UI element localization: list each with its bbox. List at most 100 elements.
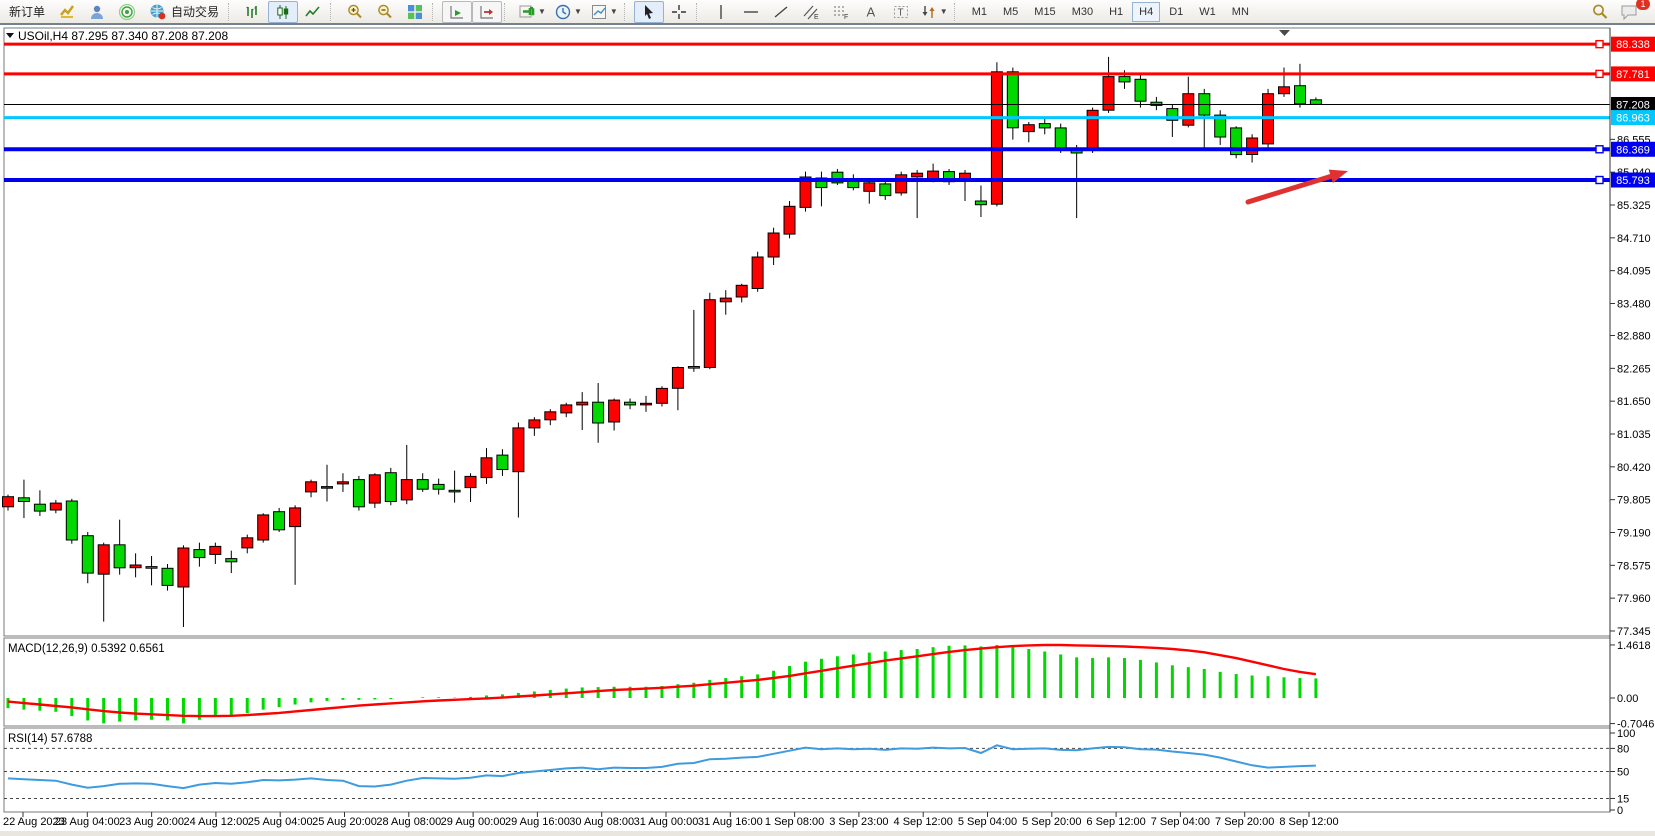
line-handle[interactable] bbox=[1595, 39, 1604, 49]
zoom-in-icon[interactable] bbox=[340, 1, 370, 23]
candle bbox=[49, 502, 62, 511]
candle bbox=[576, 401, 589, 406]
candle bbox=[687, 366, 700, 369]
candle bbox=[161, 567, 174, 586]
label-icon[interactable]: T bbox=[886, 1, 916, 23]
chart-title: USOil,H4 87.295 87.340 87.208 87.208 bbox=[18, 29, 228, 43]
candle bbox=[751, 256, 764, 289]
time-tick-label: 31 Aug 16:00 bbox=[698, 816, 763, 828]
cursor-icon[interactable] bbox=[633, 0, 664, 23]
bar-chart-icon[interactable] bbox=[238, 1, 268, 23]
candle bbox=[177, 547, 190, 588]
price-badge bbox=[1611, 110, 1655, 126]
timeframe-button-d1[interactable]: D1 bbox=[1169, 5, 1184, 18]
chart-menu-icon[interactable] bbox=[6, 33, 14, 38]
periods-button[interactable]: ▼ bbox=[550, 1, 586, 23]
candle bbox=[735, 284, 748, 298]
timeframe-button-w1[interactable]: W1 bbox=[1199, 5, 1216, 18]
candle bbox=[767, 232, 780, 258]
time-tick-label: 6 Sep 12:00 bbox=[1086, 816, 1145, 828]
price-badge bbox=[1611, 141, 1655, 157]
candle bbox=[1054, 127, 1067, 151]
price-tick-label: 82.265 bbox=[1617, 363, 1651, 375]
candle bbox=[368, 474, 381, 504]
price-axis[interactable]: 86.55585.94085.32584.71084.09583.48082.8… bbox=[1609, 28, 1655, 812]
charts-icon[interactable] bbox=[52, 1, 82, 23]
chat-button[interactable]: 1 bbox=[1615, 0, 1650, 23]
clock-icon bbox=[555, 4, 571, 19]
candle bbox=[97, 544, 110, 575]
auto-scroll-icon[interactable] bbox=[442, 0, 473, 23]
line-handle[interactable] bbox=[1595, 145, 1604, 154]
time-tick-label: 4 Sep 12:00 bbox=[894, 816, 953, 828]
candle bbox=[560, 404, 573, 414]
crosshair-icon[interactable] bbox=[664, 1, 694, 23]
vertical-line-icon[interactable] bbox=[706, 1, 736, 23]
zoom-out-icon[interactable] bbox=[370, 1, 400, 23]
rsi-line bbox=[7, 744, 1316, 790]
candlestick-icon[interactable] bbox=[268, 0, 299, 23]
fibonacci-icon[interactable]: F bbox=[826, 1, 856, 23]
candle bbox=[990, 71, 1003, 205]
line-handle[interactable] bbox=[1595, 69, 1604, 79]
time-tick-label: 30 Aug 08:00 bbox=[569, 816, 634, 828]
time-tick-label: 7 Sep 04:00 bbox=[1151, 816, 1210, 828]
signals-icon[interactable] bbox=[112, 1, 142, 23]
line-handle[interactable] bbox=[1595, 175, 1604, 185]
chart-window[interactable]: USOil,H4 87.295 87.340 87.208 87.208 86.5… bbox=[0, 27, 1655, 836]
price-badge-label: 87.781 bbox=[1616, 69, 1650, 81]
timeframe-button-m15[interactable]: M15 bbox=[1034, 5, 1056, 18]
new-order-button[interactable]: 新订单 bbox=[9, 5, 46, 19]
timeframe-button-m30[interactable]: M30 bbox=[1071, 5, 1094, 18]
candle bbox=[33, 503, 46, 512]
candle bbox=[863, 182, 876, 192]
timeframe-button-h1[interactable]: H1 bbox=[1109, 5, 1124, 18]
price-badge bbox=[1611, 66, 1655, 82]
candle bbox=[145, 566, 158, 569]
search-icon[interactable] bbox=[1585, 1, 1615, 23]
macd-tick-label: -0.7046 bbox=[1617, 719, 1654, 731]
macd-histogram bbox=[6, 644, 1318, 724]
macd-tick-label: 0.00 bbox=[1617, 693, 1638, 705]
trend-arrow[interactable] bbox=[1245, 169, 1348, 205]
time-tick-label: 3 Sep 23:00 bbox=[829, 816, 888, 828]
rsi-tick-label: 0 bbox=[1617, 805, 1623, 817]
indicators-button[interactable]: ▼ bbox=[514, 1, 550, 23]
profile-icon[interactable] bbox=[82, 1, 112, 23]
tile-windows-icon[interactable] bbox=[400, 1, 430, 23]
rsi-panel[interactable] bbox=[3, 727, 1611, 813]
shift-marker-icon[interactable] bbox=[1279, 30, 1290, 36]
trendline-icon[interactable] bbox=[766, 1, 796, 23]
candle bbox=[241, 537, 254, 549]
svg-text:E: E bbox=[814, 14, 819, 21]
candle bbox=[416, 479, 429, 490]
arrows-button[interactable]: ▼ bbox=[916, 1, 952, 23]
candle bbox=[81, 535, 94, 574]
channel-icon[interactable]: E bbox=[796, 1, 826, 23]
candle bbox=[831, 171, 844, 184]
text-icon[interactable]: A bbox=[856, 1, 886, 23]
time-tick-label: 23 Aug 20:00 bbox=[119, 816, 184, 828]
main-chart-panel[interactable] bbox=[3, 27, 1611, 637]
price-badge-label: 87.208 bbox=[1616, 99, 1650, 111]
timeframe-button-m5[interactable]: M5 bbox=[1003, 5, 1019, 18]
rsi-tick-label: 15 bbox=[1617, 793, 1629, 805]
candle bbox=[432, 483, 445, 490]
horizontal-line-icon[interactable] bbox=[736, 1, 766, 23]
timeframe-button-h4[interactable]: H4 bbox=[1132, 1, 1161, 22]
line-chart-icon[interactable] bbox=[298, 1, 328, 23]
chart-shift-icon[interactable] bbox=[472, 0, 503, 23]
time-tick-label: 28 Aug 08:00 bbox=[376, 816, 441, 828]
time-tick-label: 22 Aug 2023 bbox=[3, 816, 65, 828]
rsi-tick-label: 100 bbox=[1617, 728, 1635, 740]
time-tick-label: 7 Sep 20:00 bbox=[1215, 816, 1274, 828]
timeframe-button-m1[interactable]: M1 bbox=[971, 5, 987, 18]
timeframe-button-mn[interactable]: MN bbox=[1231, 5, 1249, 18]
candle bbox=[512, 427, 525, 473]
main-toolbar: 新订单 自动交易 ▼ ▼ ▼ E F A T ▼ bbox=[0, 0, 1655, 25]
candle bbox=[799, 176, 812, 208]
candle bbox=[1214, 114, 1227, 138]
auto-trading-button[interactable]: 自动交易 bbox=[142, 1, 226, 23]
templates-button[interactable]: ▼ bbox=[586, 1, 622, 23]
